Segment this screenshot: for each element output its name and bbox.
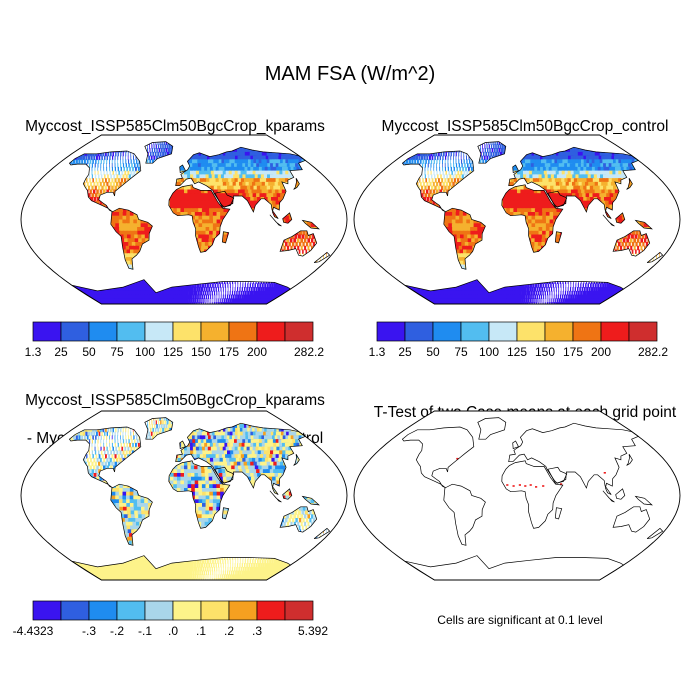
coastlines: [68, 417, 331, 581]
significant-cell: [529, 484, 532, 486]
coastlines: [401, 141, 664, 305]
page-title: MAM FSA (W/m^2): [264, 63, 436, 85]
map-control: [353, 134, 681, 305]
colorbar-label: 100: [135, 345, 155, 359]
colorbar-control: 1.3 25 50 75 100 125 150 175 200 282.2: [369, 321, 668, 359]
colorbar-swatch: [172, 600, 202, 621]
colorbar-kparams: 1.3 25 50 75 100 125 150 175 200 282.2: [25, 321, 324, 359]
significant-cell: [560, 483, 563, 485]
colorbar-label: 50: [82, 345, 96, 359]
colorbar-swatch: [600, 321, 630, 342]
colorbar-swatch: [488, 321, 518, 342]
colorbar-swatch: [116, 321, 146, 342]
colorbar-swatch: [432, 321, 462, 342]
colorbar-label: 125: [507, 345, 527, 359]
panel-title-line1: Myccost_ISSP585Clm50BgcCrop_kparams: [25, 118, 325, 135]
colorbar-label: -4.4323: [13, 624, 54, 638]
colorbar-swatch: [32, 321, 62, 342]
colorbar-label: 25: [398, 345, 412, 359]
colorbar-label: .3: [252, 624, 262, 638]
colorbar-label: .1: [196, 624, 206, 638]
map-frame: [20, 410, 348, 581]
colorbar-label: 175: [563, 345, 583, 359]
significant-cell: [524, 485, 527, 487]
ttest-note: Cells are significant at 0.1 level: [437, 613, 603, 627]
ocean: [354, 411, 680, 580]
colorbar-swatch: [88, 321, 118, 342]
colorbar-swatch: [60, 321, 90, 342]
colorbar-label: 282.2: [294, 345, 324, 359]
colorbar-swatch: [228, 321, 258, 342]
colorbar-swatch: [116, 600, 146, 621]
colorbar-swatch: [32, 600, 62, 621]
colorbar-label: 200: [247, 345, 267, 359]
map-frame: [353, 410, 681, 581]
colorbar-swatch: [460, 321, 490, 342]
panel-title-line1: Myccost_ISSP585Clm50BgcCrop_control: [381, 118, 669, 135]
colorbar-label: 175: [219, 345, 239, 359]
colorbar-label: 150: [191, 345, 211, 359]
colorbar-difference: -4.4323 -.3 -.2 -.1 .0 .1 .2 .3 5.392: [13, 600, 328, 638]
colorbar-swatch: [172, 321, 202, 342]
colorbar-label: .0: [168, 624, 178, 638]
colorbar-swatch: [628, 321, 658, 342]
colorbar-swatch: [256, 321, 286, 342]
colorbar-label: 125: [163, 345, 183, 359]
significant-cell: [456, 457, 459, 460]
significant-cell: [518, 484, 521, 486]
map-kparams: [20, 134, 348, 305]
colorbar-label: 150: [535, 345, 555, 359]
colorbar-label: -.1: [138, 624, 152, 638]
colorbar-label: -.3: [82, 624, 96, 638]
colorbar-swatch: [404, 321, 434, 342]
colorbar-swatch: [200, 321, 230, 342]
colorbar-label: 50: [426, 345, 440, 359]
significant-cell: [603, 472, 606, 474]
colorbar-label: 5.392: [298, 624, 328, 638]
colorbar-swatch: [256, 600, 286, 621]
colorbar-label: .2: [224, 624, 234, 638]
colorbar-swatch: [376, 321, 406, 342]
colorbar-swatch: [228, 600, 258, 621]
colorbar-label: 25: [54, 345, 68, 359]
colorbar-swatch: [144, 321, 174, 342]
colorbar-label: 75: [110, 345, 124, 359]
colorbar-swatch: [284, 321, 314, 342]
colorbar-swatch: [144, 600, 174, 621]
colorbar-label: 75: [454, 345, 468, 359]
panel-title-line1: Myccost_ISSP585Clm50BgcCrop_kparams: [25, 392, 325, 409]
colorbar-swatch: [572, 321, 602, 342]
colorbar-swatch: [200, 600, 230, 621]
colorbar-swatch: [88, 600, 118, 621]
colorbar-swatch: [516, 321, 546, 342]
map-difference: [20, 410, 348, 581]
colorbar-label: -.2: [110, 624, 124, 638]
colorbar-swatch: [544, 321, 574, 342]
map-frame: [20, 134, 348, 305]
significant-cell: [512, 485, 515, 487]
colorbar-label: 282.2: [638, 345, 668, 359]
colorbar-label: 1.3: [369, 345, 386, 359]
significant-cell: [506, 484, 509, 486]
colorbar-swatch: [60, 600, 90, 621]
colorbar-label: 200: [591, 345, 611, 359]
significant-cell: [542, 485, 545, 487]
colorbar-label: 1.3: [25, 345, 42, 359]
colorbar-label: 100: [479, 345, 499, 359]
map-frame: [353, 134, 681, 305]
significant-cell: [535, 486, 538, 488]
colorbar-swatch: [284, 600, 314, 621]
map-ttest: [353, 410, 681, 581]
